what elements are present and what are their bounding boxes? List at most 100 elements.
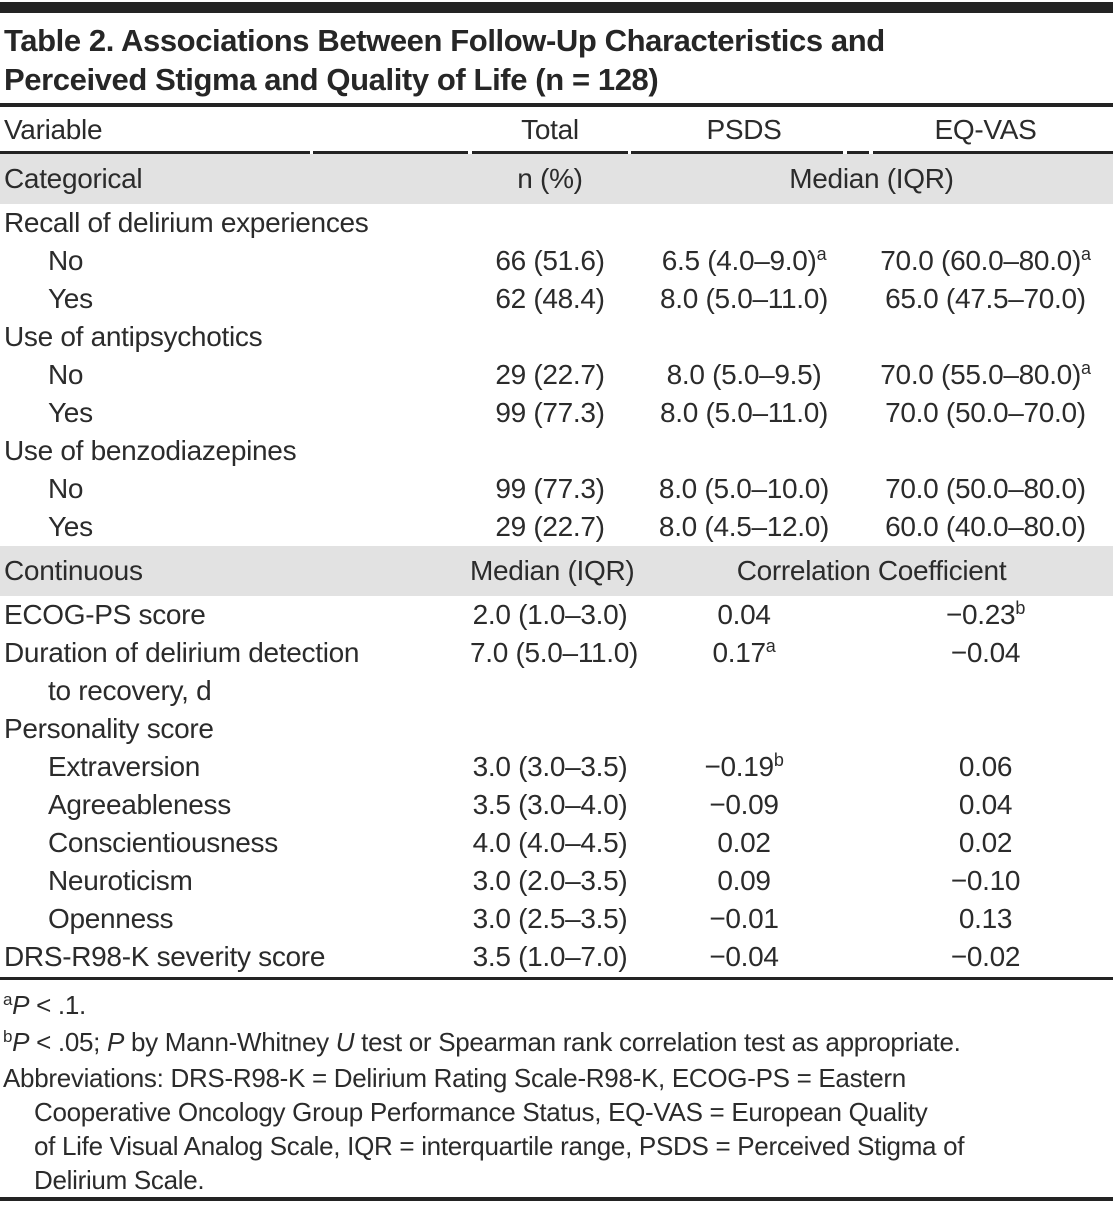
cell-value: 8.0 (5.0–11.0) bbox=[659, 283, 829, 314]
cell-value: 6.5 (4.0–9.0) bbox=[661, 245, 817, 276]
cell-eqvas: −0.02 bbox=[858, 941, 1113, 973]
cell-value: 0.02 bbox=[717, 827, 771, 858]
footnote-a-text: < .1. bbox=[29, 990, 86, 1020]
cell-value: 3.0 (3.0–3.5) bbox=[472, 751, 628, 782]
cell-eqvas: −0.23b bbox=[858, 599, 1113, 631]
row-recall-no: No 66 (51.6) 6.5 (4.0–9.0)a 70.0 (60.0–8… bbox=[0, 242, 1113, 280]
abbreviations-line2: Cooperative Oncology Group Performance S… bbox=[34, 1097, 928, 1127]
row-label: Openness bbox=[48, 903, 174, 934]
row-openness: Openness 3.0 (2.5–3.5) −0.01 0.13 bbox=[0, 900, 1113, 938]
section-header-categorical: Categorical n (%) Median (IQR) bbox=[0, 154, 1113, 204]
table-title-line1: Table 2. Associations Between Follow-Up … bbox=[4, 23, 885, 58]
row-duration: Duration of delirium detection 7.0 (5.0–… bbox=[0, 634, 1113, 672]
cell-value: 29 (22.7) bbox=[495, 359, 605, 390]
row-label: Yes bbox=[48, 511, 93, 542]
row-ecog-ps: ECOG-PS score 2.0 (1.0–3.0) 0.04 −0.23b bbox=[0, 596, 1113, 634]
rule-segment bbox=[631, 151, 843, 154]
cell-value: 0.17 bbox=[712, 637, 766, 668]
title-rule bbox=[0, 103, 1113, 107]
row-drs-severity: DRS-R98-K severity score 3.5 (1.0–7.0) −… bbox=[0, 938, 1113, 976]
cell-eqvas: −0.04 bbox=[858, 637, 1113, 669]
cell-value: 0.02 bbox=[958, 827, 1013, 858]
row-antipsychotics-yes: Yes 99 (77.3) 8.0 (5.0–11.0) 70.0 (50.0–… bbox=[0, 394, 1113, 432]
cell-psds: 8.0 (5.0–11.0) bbox=[630, 397, 858, 429]
cell-psds: 8.0 (5.0–11.0) bbox=[630, 283, 858, 315]
row-label: Use of benzodiazepines bbox=[4, 435, 297, 466]
cell-value: 0.04 bbox=[717, 599, 771, 630]
row-benzodiazepines-yes: Yes 29 (22.7) 8.0 (4.5–12.0) 60.0 (40.0–… bbox=[0, 508, 1113, 546]
row-label: Yes bbox=[48, 283, 93, 314]
cell-total: 3.0 (2.5–3.5) bbox=[470, 903, 630, 935]
cell-psds: −0.01 bbox=[630, 903, 858, 935]
cell-psds: −0.09 bbox=[630, 789, 858, 821]
bottom-rule bbox=[0, 1197, 1113, 1201]
section-label: Categorical bbox=[4, 163, 143, 194]
rule-segment bbox=[847, 151, 869, 154]
cell-eqvas: 0.06 bbox=[858, 751, 1113, 783]
section-total-header: n (%) bbox=[517, 163, 583, 194]
cell-value: −0.19 bbox=[704, 751, 774, 782]
cell-value: 8.0 (4.5–12.0) bbox=[658, 511, 830, 542]
cell-psds: 8.0 (4.5–12.0) bbox=[630, 511, 858, 543]
abbreviations-line1: Abbreviations: DRS-R98-K = Delirium Rati… bbox=[3, 1063, 906, 1093]
cell-value: −0.10 bbox=[950, 865, 1021, 896]
cell-superscript: b bbox=[773, 750, 784, 770]
rule-segment bbox=[472, 151, 628, 154]
cell-total: 66 (51.6) bbox=[470, 245, 630, 277]
cell-value: 70.0 (60.0–80.0) bbox=[880, 245, 1081, 276]
cell-value: 60.0 (40.0–80.0) bbox=[885, 511, 1086, 542]
cell-superscript: a bbox=[1080, 244, 1091, 264]
cell-total: 29 (22.7) bbox=[470, 511, 630, 543]
section-header-continuous: Continuous Median (IQR) Correlation Coef… bbox=[0, 546, 1113, 596]
row-label: ECOG-PS score bbox=[4, 599, 206, 630]
footnote-a-marker: a bbox=[3, 990, 13, 1009]
cell-value: 3.5 (1.0–7.0) bbox=[472, 941, 628, 972]
cell-eqvas: 60.0 (40.0–80.0) bbox=[858, 511, 1113, 543]
footnote-b-marker: b bbox=[3, 1027, 13, 1046]
cell-value: 7.0 (5.0–11.0) bbox=[470, 637, 639, 668]
table-bottom-rule bbox=[0, 977, 1113, 980]
cell-psds: 8.0 (5.0–10.0) bbox=[630, 473, 858, 505]
row-personality-group: Personality score bbox=[0, 710, 1113, 748]
cell-value: 8.0 (5.0–11.0) bbox=[659, 397, 829, 428]
cell-value: 70.0 (55.0–80.0) bbox=[880, 359, 1081, 390]
cell-superscript: a bbox=[765, 636, 776, 656]
row-label: Recall of delirium experiences bbox=[4, 207, 369, 238]
footnote-b-p2: P bbox=[107, 1027, 125, 1057]
footnote-b: bP < .05; P by Mann-Whitney U test or Sp… bbox=[3, 1024, 1113, 1061]
rule-segment bbox=[873, 151, 1113, 154]
cell-value: 65.0 (47.5–70.0) bbox=[885, 283, 1086, 314]
cell-value: 66 (51.6) bbox=[495, 245, 605, 276]
footnote-abbreviations: Abbreviations: DRS-R98-K = Delirium Rati… bbox=[3, 1061, 1113, 1197]
row-recall-yes: Yes 62 (48.4) 8.0 (5.0–11.0) 65.0 (47.5–… bbox=[0, 280, 1113, 318]
row-label: Yes bbox=[48, 397, 93, 428]
row-recall-group: Recall of delirium experiences bbox=[0, 204, 1113, 242]
column-header-total: Total bbox=[521, 114, 579, 145]
abbreviations-line4: Delirium Scale. bbox=[34, 1165, 205, 1195]
cell-value: 62 (48.4) bbox=[495, 283, 605, 314]
cell-eqvas: 0.13 bbox=[858, 903, 1113, 935]
footnotes: aP < .1. bP < .05; P by Mann-Whitney U t… bbox=[0, 987, 1113, 1197]
footnote-b-text1: < .05; bbox=[29, 1027, 108, 1057]
top-rule bbox=[0, 2, 1113, 13]
column-header-eqvas: EQ-VAS bbox=[934, 114, 1037, 145]
cell-total: 3.0 (2.0–3.5) bbox=[470, 865, 630, 897]
cell-total: 4.0 (4.0–4.5) bbox=[470, 827, 630, 859]
cell-value: 0.06 bbox=[958, 751, 1013, 782]
cell-total: 99 (77.3) bbox=[470, 397, 630, 429]
cell-psds: 0.17a bbox=[630, 637, 858, 669]
cell-total: 99 (77.3) bbox=[470, 473, 630, 505]
cell-value: 99 (77.3) bbox=[495, 473, 605, 504]
cell-total: 7.0 (5.0–11.0) bbox=[470, 637, 638, 669]
cell-value: 29 (22.7) bbox=[495, 511, 605, 542]
cell-value: −0.23 bbox=[945, 599, 1016, 630]
cell-value: 3.5 (3.0–4.0) bbox=[472, 789, 628, 820]
row-conscientiousness: Conscientiousness 4.0 (4.0–4.5) 0.02 0.0… bbox=[0, 824, 1113, 862]
row-label: to recovery, d bbox=[48, 675, 212, 706]
cell-value: 70.0 (50.0–80.0) bbox=[885, 473, 1086, 504]
row-label: Conscientiousness bbox=[48, 827, 278, 858]
cell-value: 0.04 bbox=[958, 789, 1013, 820]
cell-eqvas: −0.10 bbox=[858, 865, 1113, 897]
section-label: Continuous bbox=[4, 555, 143, 586]
cell-value: 3.0 (2.0–3.5) bbox=[472, 865, 628, 896]
